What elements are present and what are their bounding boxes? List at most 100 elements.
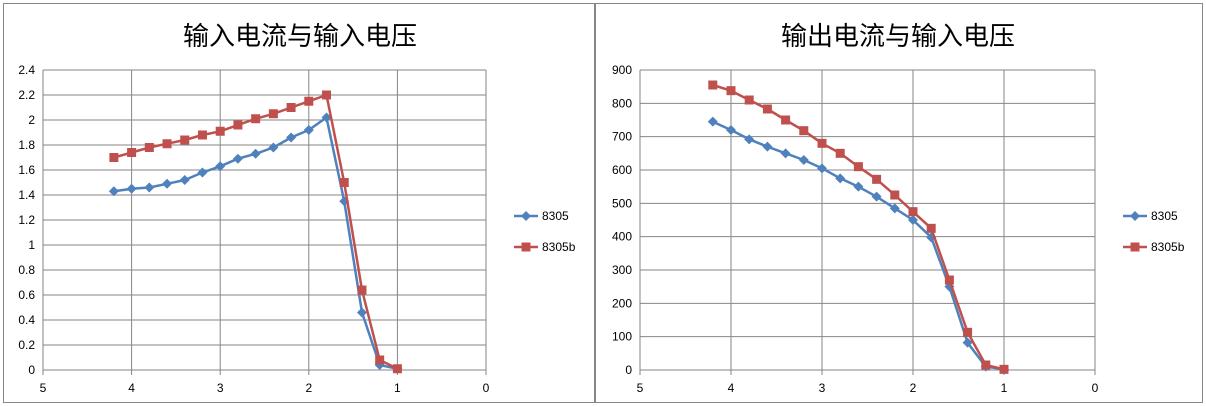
x-tick-label: 2 (910, 381, 917, 395)
y-tick-label: 600 (612, 163, 632, 177)
data-point-8305 (871, 191, 882, 202)
data-point-8305b (304, 96, 314, 106)
legend-marker-8305b (521, 242, 531, 252)
x-tick-label: 2 (305, 381, 312, 395)
data-point-8305 (286, 132, 297, 143)
y-tick-label: 0.4 (18, 313, 35, 327)
y-tick-label: 2.4 (18, 63, 35, 77)
legend-label: 8305 (1151, 209, 1178, 223)
y-tick-label: 200 (612, 296, 632, 310)
y-tick-label: 400 (612, 230, 632, 244)
legend-label: 8305 (542, 209, 569, 223)
x-tick-label: 3 (819, 381, 826, 395)
x-tick-label: 1 (1001, 381, 1008, 395)
y-tick-label: 1 (28, 238, 35, 252)
data-point-8305b (109, 153, 119, 162)
x-tick-label: 5 (637, 381, 644, 395)
data-point-8305 (232, 153, 243, 164)
x-tick-label: 5 (40, 381, 47, 395)
series-line-8305b (712, 83, 1005, 371)
chart-input-current: 输入电流与输入电压 0 0.2 0.4 0.6 0.8 1 1.2 1.4 1.6 1.8 2 2.2 2… (18, 22, 575, 395)
data-point-8305b (127, 148, 137, 157)
data-point-8305 (962, 337, 973, 348)
y-tick-label: 0 (625, 363, 632, 377)
y-tick-label: 2.2 (18, 88, 35, 102)
chart-title: 输出电流与输入电压 (781, 22, 1015, 52)
data-point-8305b (908, 207, 918, 217)
data-point-8305 (835, 173, 846, 184)
data-point-8305 (744, 134, 755, 145)
x-tick-label: 4 (728, 381, 735, 395)
data-point-8305 (853, 181, 864, 192)
data-point-8305b (392, 364, 402, 374)
data-point-8305 (126, 183, 137, 194)
data-point-8305 (726, 125, 736, 135)
y-tick-label: 0 (28, 363, 35, 377)
data-point-8305b (781, 115, 791, 125)
y-tick-label: 1.6 (18, 163, 35, 177)
y-tick-label: 1.2 (18, 213, 35, 227)
data-point-8305 (179, 175, 190, 185)
data-point-8305b (799, 126, 809, 136)
data-point-8305 (798, 155, 809, 165)
data-point-8305b (375, 355, 385, 365)
y-tick-label: 2 (28, 113, 35, 127)
data-point-8305b (197, 130, 207, 140)
data-point-8305b (981, 360, 991, 370)
x-tick-label: 1 (394, 381, 401, 395)
data-point-8305 (321, 112, 332, 123)
data-point-8305b (339, 178, 349, 187)
y-tick-label: 0.8 (18, 263, 35, 277)
data-point-8305 (817, 163, 827, 174)
y-tick-label: 100 (612, 330, 632, 344)
data-point-8305b (944, 275, 954, 285)
data-point-8305b (268, 109, 278, 119)
data-point-8305b (963, 327, 973, 337)
data-point-8305 (108, 186, 119, 197)
legend-marker-8305b (1130, 242, 1140, 252)
data-point-8305 (250, 148, 261, 159)
data-point-8305b (357, 285, 367, 295)
data-point-8305b (322, 90, 332, 100)
data-point-8305 (356, 307, 367, 318)
data-point-8305 (908, 215, 918, 225)
data-point-8305 (197, 167, 208, 178)
data-point-8305b (999, 364, 1009, 374)
data-point-8305b (144, 143, 154, 152)
data-point-8305b (744, 95, 754, 105)
data-point-8305b (215, 126, 225, 136)
data-point-8305 (162, 178, 173, 189)
data-point-8305b (180, 135, 190, 145)
x-tick-label: 0 (1092, 381, 1099, 395)
x-tick-label: 4 (128, 381, 135, 395)
x-tick-label: 0 (483, 381, 490, 395)
chart-panel-output-current: 输出电流与输入电压 0 100 200 300 400 500 600 700 800 900 5 4 3… (595, 3, 1203, 403)
y-tick-label: 1.4 (18, 188, 35, 202)
y-tick-label: 1.8 (18, 138, 35, 152)
y-tick-label: 300 (612, 263, 632, 277)
data-point-8305b (251, 114, 261, 124)
chart-panel-input-current: 输入电流与输入电压 0 0.2 0.4 0.6 0.8 1 1.2 1.4 1.6 1.8 2 2.2 2… (3, 3, 595, 403)
data-point-8305 (303, 125, 314, 135)
data-point-8305b (890, 190, 900, 200)
y-tick-label: 900 (612, 63, 632, 77)
data-point-8305b (872, 174, 882, 184)
y-tick-label: 700 (612, 130, 632, 144)
data-point-8305 (144, 182, 155, 193)
x-tick-label: 3 (217, 381, 224, 395)
data-point-8305b (708, 80, 718, 90)
y-tick-label: 0.6 (18, 288, 35, 302)
series-line-8305 (712, 120, 1005, 371)
data-point-8305b (926, 223, 936, 233)
data-point-8305 (889, 203, 900, 214)
data-point-8305b (835, 148, 845, 158)
y-tick-label: 800 (612, 96, 632, 110)
legend-marker-8305 (1130, 211, 1140, 221)
series-line-8305b (113, 93, 398, 370)
data-point-8305 (707, 116, 718, 127)
data-point-8305b (726, 86, 736, 96)
data-point-8305b (162, 139, 172, 149)
legend-label: 8305b (1151, 240, 1185, 254)
data-point-8305b (286, 103, 296, 112)
legend-marker-8305 (521, 211, 531, 221)
